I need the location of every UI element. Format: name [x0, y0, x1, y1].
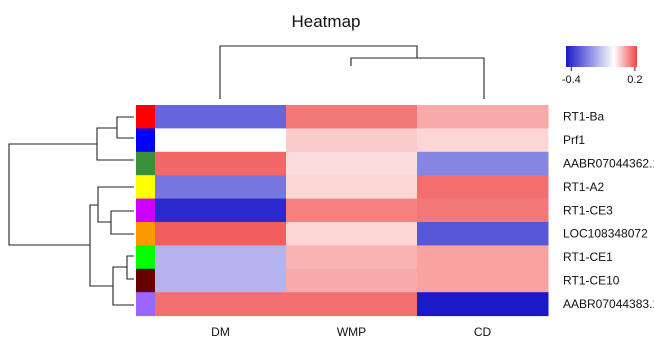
row-group-color — [136, 105, 155, 129]
row-group-color — [136, 245, 155, 270]
column-label: DM — [211, 325, 230, 339]
heatmap-cell — [286, 292, 418, 317]
row-group-color — [136, 151, 155, 176]
heatmap-cell — [286, 198, 418, 223]
color-scale-ticks: -0.4 0.2 — [562, 67, 643, 86]
row-dendrogram — [8, 116, 134, 306]
color-scale-legend: -0.4 0.2 — [562, 46, 643, 86]
column-labels: DM WMP CD — [211, 325, 491, 339]
row-label: RT1-CE3 — [563, 203, 613, 217]
heatmap-cell — [417, 128, 549, 153]
heatmap-cell — [286, 128, 418, 153]
row-dendro-branch-ba-prf1 — [116, 116, 134, 139]
heatmap-cell — [417, 222, 549, 246]
row-group-color — [136, 222, 155, 246]
color-scale-tick-label: -0.4 — [562, 74, 581, 86]
row-label: RT1-Ba — [563, 110, 604, 124]
heatmap-cell — [417, 175, 549, 200]
heatmap-cell — [286, 222, 418, 246]
row-label: AABR07044362.1 — [563, 157, 654, 171]
heatmap-cell — [155, 222, 287, 246]
row-dendro-branch-bottom-6 — [89, 204, 113, 287]
column-dendrogram — [219, 45, 485, 99]
row-dendro-branch-ce-aabr383 — [112, 266, 134, 306]
heatmap-cell — [286, 268, 418, 293]
heatmap-cell — [417, 151, 549, 176]
heatmap-cell — [286, 151, 418, 176]
col-dendro-branch-root — [219, 45, 418, 99]
row-label: LOC108348072 — [563, 227, 648, 241]
row-group-colors — [136, 105, 155, 317]
col-dendro-branch-wmp-cd — [350, 57, 485, 99]
heatmap-cell — [286, 175, 418, 200]
heatmap-cell — [417, 105, 549, 129]
heatmap-cell — [286, 105, 418, 129]
row-group-color — [136, 292, 155, 317]
column-label: CD — [474, 325, 492, 339]
heatmap-cell — [417, 245, 549, 270]
heatmap-cell — [155, 175, 287, 200]
row-dendro-branch-top-3 — [96, 127, 117, 161]
row-label: RT1-CE1 — [563, 250, 613, 264]
row-label: RT1-A2 — [563, 180, 604, 194]
heatmap-cell — [417, 198, 549, 223]
row-label: AABR07044383.1 — [563, 297, 654, 311]
heatmap-cell — [286, 245, 418, 270]
row-label: Prf1 — [563, 133, 585, 147]
column-label: WMP — [337, 325, 366, 339]
heatmap-cell — [417, 292, 549, 317]
row-label: RT1-CE10 — [563, 274, 620, 288]
heatmap-cell — [155, 128, 287, 153]
heatmap-cells — [155, 105, 549, 317]
heatmap-cell — [417, 268, 549, 293]
row-dendro-branch-a2 — [97, 186, 134, 223]
row-dendro-branch-ce3-loc — [110, 210, 134, 235]
color-scale-tick-label: 0.2 — [627, 74, 642, 86]
row-group-color — [136, 198, 155, 223]
color-scale-bar — [566, 46, 637, 67]
heatmap-cell — [155, 105, 287, 129]
heatmap-cell — [155, 292, 287, 317]
chart-title: Heatmap — [292, 12, 361, 31]
row-dendro-branch-ce1-ce10 — [126, 255, 134, 280]
row-group-color — [136, 128, 155, 153]
heatmap-cell — [155, 268, 287, 293]
heatmap-cell — [155, 245, 287, 270]
row-labels: RT1-Ba Prf1 AABR07044362.1 RT1-A2 RT1-CE3 LOC… — [563, 110, 654, 311]
heatmap-cell — [155, 198, 287, 223]
heatmap-cell — [155, 151, 287, 176]
row-dendro-branch-root — [8, 143, 97, 246]
row-group-color — [136, 268, 155, 293]
row-group-color — [136, 175, 155, 200]
